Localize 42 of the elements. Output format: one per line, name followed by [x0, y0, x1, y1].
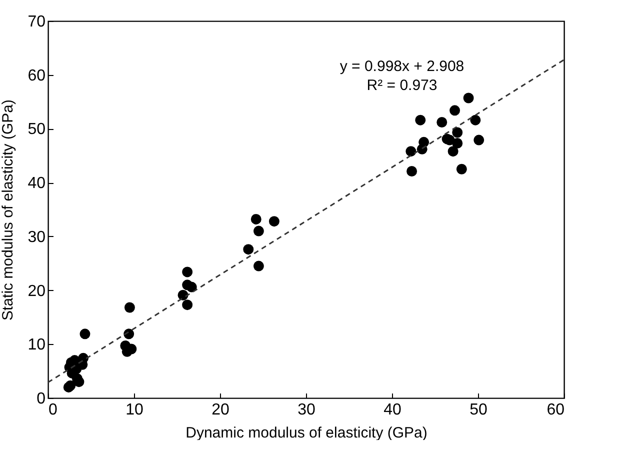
x-tick-label: 20 [212, 402, 230, 418]
point [452, 127, 463, 138]
y-tick-label: 0 [36, 390, 46, 408]
point [406, 166, 418, 176]
y-tick-label: 70 [28, 14, 46, 30]
y-tick-label: 50 [28, 121, 46, 138]
point [268, 216, 280, 227]
point [253, 226, 264, 236]
y-tick-label: 20 [28, 282, 46, 300]
point [80, 328, 90, 340]
point [415, 114, 426, 126]
x-tick-label: 10 [126, 402, 144, 418]
y-tick-label: 60 [28, 67, 46, 84]
point [448, 146, 458, 157]
x-tick-label: 0 [48, 402, 58, 418]
y-tick-label: 10 [28, 336, 46, 354]
point [243, 244, 254, 255]
point [186, 282, 197, 292]
point [456, 164, 467, 174]
y-tick-label: 30 [28, 228, 46, 246]
annotation: R² = 0.973 [366, 77, 438, 94]
point [124, 302, 135, 313]
x-tick-label: 40 [384, 402, 402, 418]
annotation: y = 0.998x + 2.908 [340, 58, 464, 75]
point [253, 260, 264, 272]
point [450, 105, 460, 116]
point [182, 300, 193, 310]
point [406, 146, 416, 157]
point [124, 328, 134, 340]
point [436, 117, 448, 128]
point [470, 114, 481, 126]
x-tick-label: 50 [470, 402, 488, 418]
point [250, 214, 262, 224]
y-tick-label: 40 [28, 175, 46, 192]
point [182, 266, 193, 278]
point [463, 92, 474, 104]
point [178, 290, 188, 300]
y-axis-title: Static modulus of elasticity (GPa) [0, 100, 17, 320]
x-tick-label: 30 [298, 402, 316, 418]
point [474, 134, 484, 146]
x-tick-label: 60 [546, 402, 565, 418]
point [452, 138, 463, 148]
